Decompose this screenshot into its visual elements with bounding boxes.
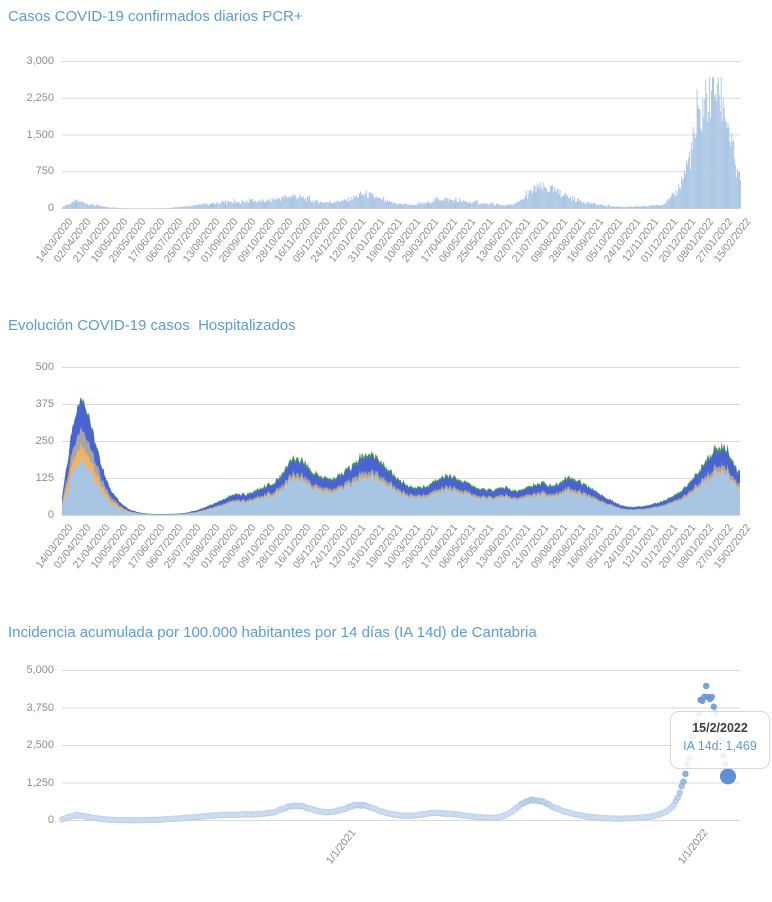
- pcr-chart-title: Casos COVID-19 confirmados diarios PCR+: [8, 8, 303, 25]
- ia14d-x-axis-label: 1/1/2021: [323, 827, 359, 867]
- tooltip-value: IA 14d: 1,469: [683, 739, 757, 753]
- hospitalized-chart[interactable]: [0, 367, 772, 518]
- pcr-y-axis-label: 3,000: [26, 55, 54, 67]
- ia14d-tooltip: 15/2/2022 IA 14d: 1,469: [670, 711, 770, 769]
- ia14d-y-axis-label: 0: [47, 814, 54, 826]
- hosp-layer-royal-blue: [62, 399, 740, 516]
- hosp-y-axis-label: 125: [35, 472, 54, 484]
- ia14d-x-axis-label: 1/1/2022: [675, 827, 711, 867]
- pcr-y-axis-label: 750: [35, 165, 54, 178]
- hosp-layer-light-blue: [62, 456, 740, 516]
- hosp-chart-title: Evolución COVID-19 casos Hospitalizados: [8, 317, 296, 334]
- ia14d-chart-title: Incidencia acumulada por 100.000 habitan…: [8, 624, 537, 641]
- selected-point-marker[interactable]: [720, 768, 736, 785]
- daily-cases-chart[interactable]: [0, 61, 772, 211]
- ia14d-chart[interactable]: [0, 670, 772, 824]
- hosp-y-axis-label: 375: [35, 398, 54, 410]
- ia14d-y-axis-label: 1,250: [26, 776, 54, 789]
- pcr-y-axis-label: 1,500: [26, 128, 54, 141]
- pcr-y-axis-label: 2,250: [26, 91, 54, 104]
- hosp-y-axis-label: 250: [35, 435, 54, 447]
- hosp-y-axis-label: 0: [47, 509, 54, 521]
- ia14d-y-axis-label: 5,000: [26, 664, 54, 676]
- pcr-y-axis-label: 0: [47, 202, 54, 214]
- ia14d-y-axis-label: 2,500: [26, 739, 54, 751]
- hosp-y-axis-label: 500: [35, 361, 54, 373]
- tooltip-date: 15/2/2022: [692, 721, 748, 735]
- ia14d-y-axis-label: 3,750: [26, 701, 54, 714]
